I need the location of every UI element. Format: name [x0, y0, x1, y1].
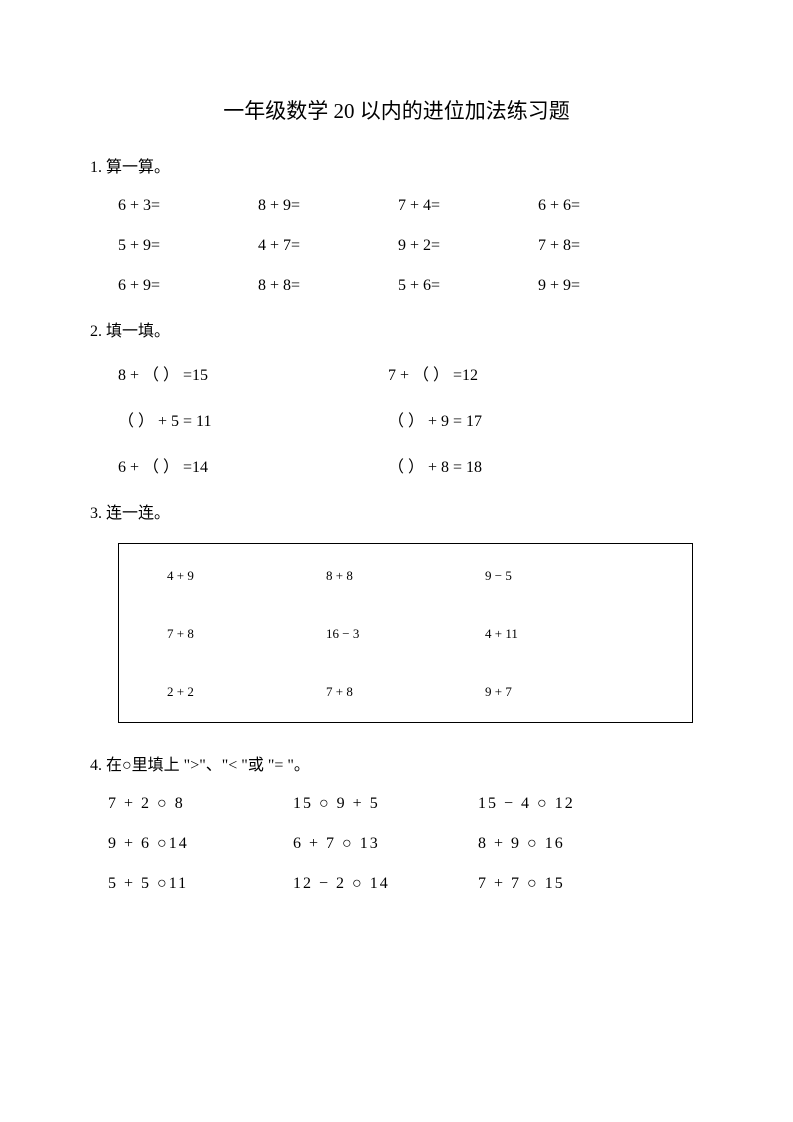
comparison-problem: 12 − 2 ○ 14: [293, 875, 478, 893]
math-expression: 4 + 11: [485, 626, 644, 642]
math-expression: 7 + 8: [326, 684, 485, 700]
comparison-problem: 8 + 9 ○ 16: [478, 835, 663, 853]
math-problem: 8 + （ ） =15: [118, 361, 388, 385]
comparison-problem: 6 + 7 ○ 13: [293, 835, 478, 853]
table-row: 5 + 5 ○11 12 − 2 ○ 14 7 + 7 ○ 15: [108, 875, 703, 893]
math-expression: 8 + 8: [326, 568, 485, 584]
table-row: 6 + 3= 8 + 9= 7 + 4= 6 + 6=: [118, 197, 703, 215]
section-1-grid: 6 + 3= 8 + 9= 7 + 4= 6 + 6= 5 + 9= 4 + 7…: [90, 197, 703, 295]
table-row: 6 + （ ） =14 （ ） + 8 = 18: [118, 453, 703, 477]
section-2-heading: 2. 填一填。: [90, 317, 703, 341]
table-row: 6 + 9= 8 + 8= 5 + 6= 9 + 9=: [118, 277, 703, 295]
math-expression: 9 − 5: [485, 568, 644, 584]
math-problem: 9 + 9=: [538, 277, 678, 295]
page-title: 一年级数学 20 以内的进位加法练习题: [90, 95, 703, 125]
table-row: 4 + 9 8 + 8 9 − 5: [167, 568, 644, 584]
section-4-grid: 7 + 2 ○ 8 15 ○ 9 + 5 15 − 4 ○ 12 9 + 6 ○…: [90, 795, 703, 893]
comparison-problem: 15 − 4 ○ 12: [478, 795, 663, 813]
math-expression: 16 − 3: [326, 626, 485, 642]
matching-box: 4 + 9 8 + 8 9 − 5 7 + 8 16 − 3 4 + 11 2 …: [118, 543, 693, 723]
table-row: 8 + （ ） =15 7 + （ ） =12: [118, 361, 703, 385]
comparison-problem: 7 + 7 ○ 15: [478, 875, 663, 893]
table-row: 5 + 9= 4 + 7= 9 + 2= 7 + 8=: [118, 237, 703, 255]
math-expression: 2 + 2: [167, 684, 326, 700]
table-row: 2 + 2 7 + 8 9 + 7: [167, 684, 644, 700]
section-2-grid: 8 + （ ） =15 7 + （ ） =12 （ ） + 5 = 11 （ ）…: [90, 361, 703, 477]
table-row: （ ） + 5 = 11 （ ） + 9 = 17: [118, 407, 703, 431]
math-problem: （ ） + 5 = 11: [118, 407, 388, 431]
math-problem: 7 + 8=: [538, 237, 678, 255]
math-problem: 4 + 7=: [258, 237, 398, 255]
math-expression: 9 + 7: [485, 684, 644, 700]
section-3: 3. 连一连。 4 + 9 8 + 8 9 − 5 7 + 8 16 − 3 4…: [90, 499, 703, 723]
math-problem: 9 + 2=: [398, 237, 538, 255]
comparison-problem: 5 + 5 ○11: [108, 875, 293, 893]
section-1-heading: 1. 算一算。: [90, 153, 703, 177]
comparison-problem: 9 + 6 ○14: [108, 835, 293, 853]
math-problem: 6 + 6=: [538, 197, 678, 215]
math-problem: 7 + 4=: [398, 197, 538, 215]
math-problem: 6 + 9=: [118, 277, 258, 295]
section-4-heading: 4. 在○里填上 ">"、"< "或 "= "。: [90, 751, 703, 775]
section-2: 2. 填一填。 8 + （ ） =15 7 + （ ） =12 （ ） + 5 …: [90, 317, 703, 477]
math-expression: 4 + 9: [167, 568, 326, 584]
math-problem: （ ） + 8 = 18: [388, 453, 658, 477]
table-row: 9 + 6 ○14 6 + 7 ○ 13 8 + 9 ○ 16: [108, 835, 703, 853]
table-row: 7 + 2 ○ 8 15 ○ 9 + 5 15 − 4 ○ 12: [108, 795, 703, 813]
comparison-problem: 7 + 2 ○ 8: [108, 795, 293, 813]
section-1: 1. 算一算。 6 + 3= 8 + 9= 7 + 4= 6 + 6= 5 + …: [90, 153, 703, 295]
math-problem: 6 + （ ） =14: [118, 453, 388, 477]
section-3-heading: 3. 连一连。: [90, 499, 703, 523]
math-problem: 5 + 9=: [118, 237, 258, 255]
math-problem: 6 + 3=: [118, 197, 258, 215]
math-problem: 8 + 9=: [258, 197, 398, 215]
comparison-problem: 15 ○ 9 + 5: [293, 795, 478, 813]
math-problem: 5 + 6=: [398, 277, 538, 295]
section-4: 4. 在○里填上 ">"、"< "或 "= "。 7 + 2 ○ 8 15 ○ …: [90, 751, 703, 893]
math-expression: 7 + 8: [167, 626, 326, 642]
math-problem: 7 + （ ） =12: [388, 361, 658, 385]
math-problem: 8 + 8=: [258, 277, 398, 295]
math-problem: （ ） + 9 = 17: [388, 407, 658, 431]
table-row: 7 + 8 16 − 3 4 + 11: [167, 626, 644, 642]
